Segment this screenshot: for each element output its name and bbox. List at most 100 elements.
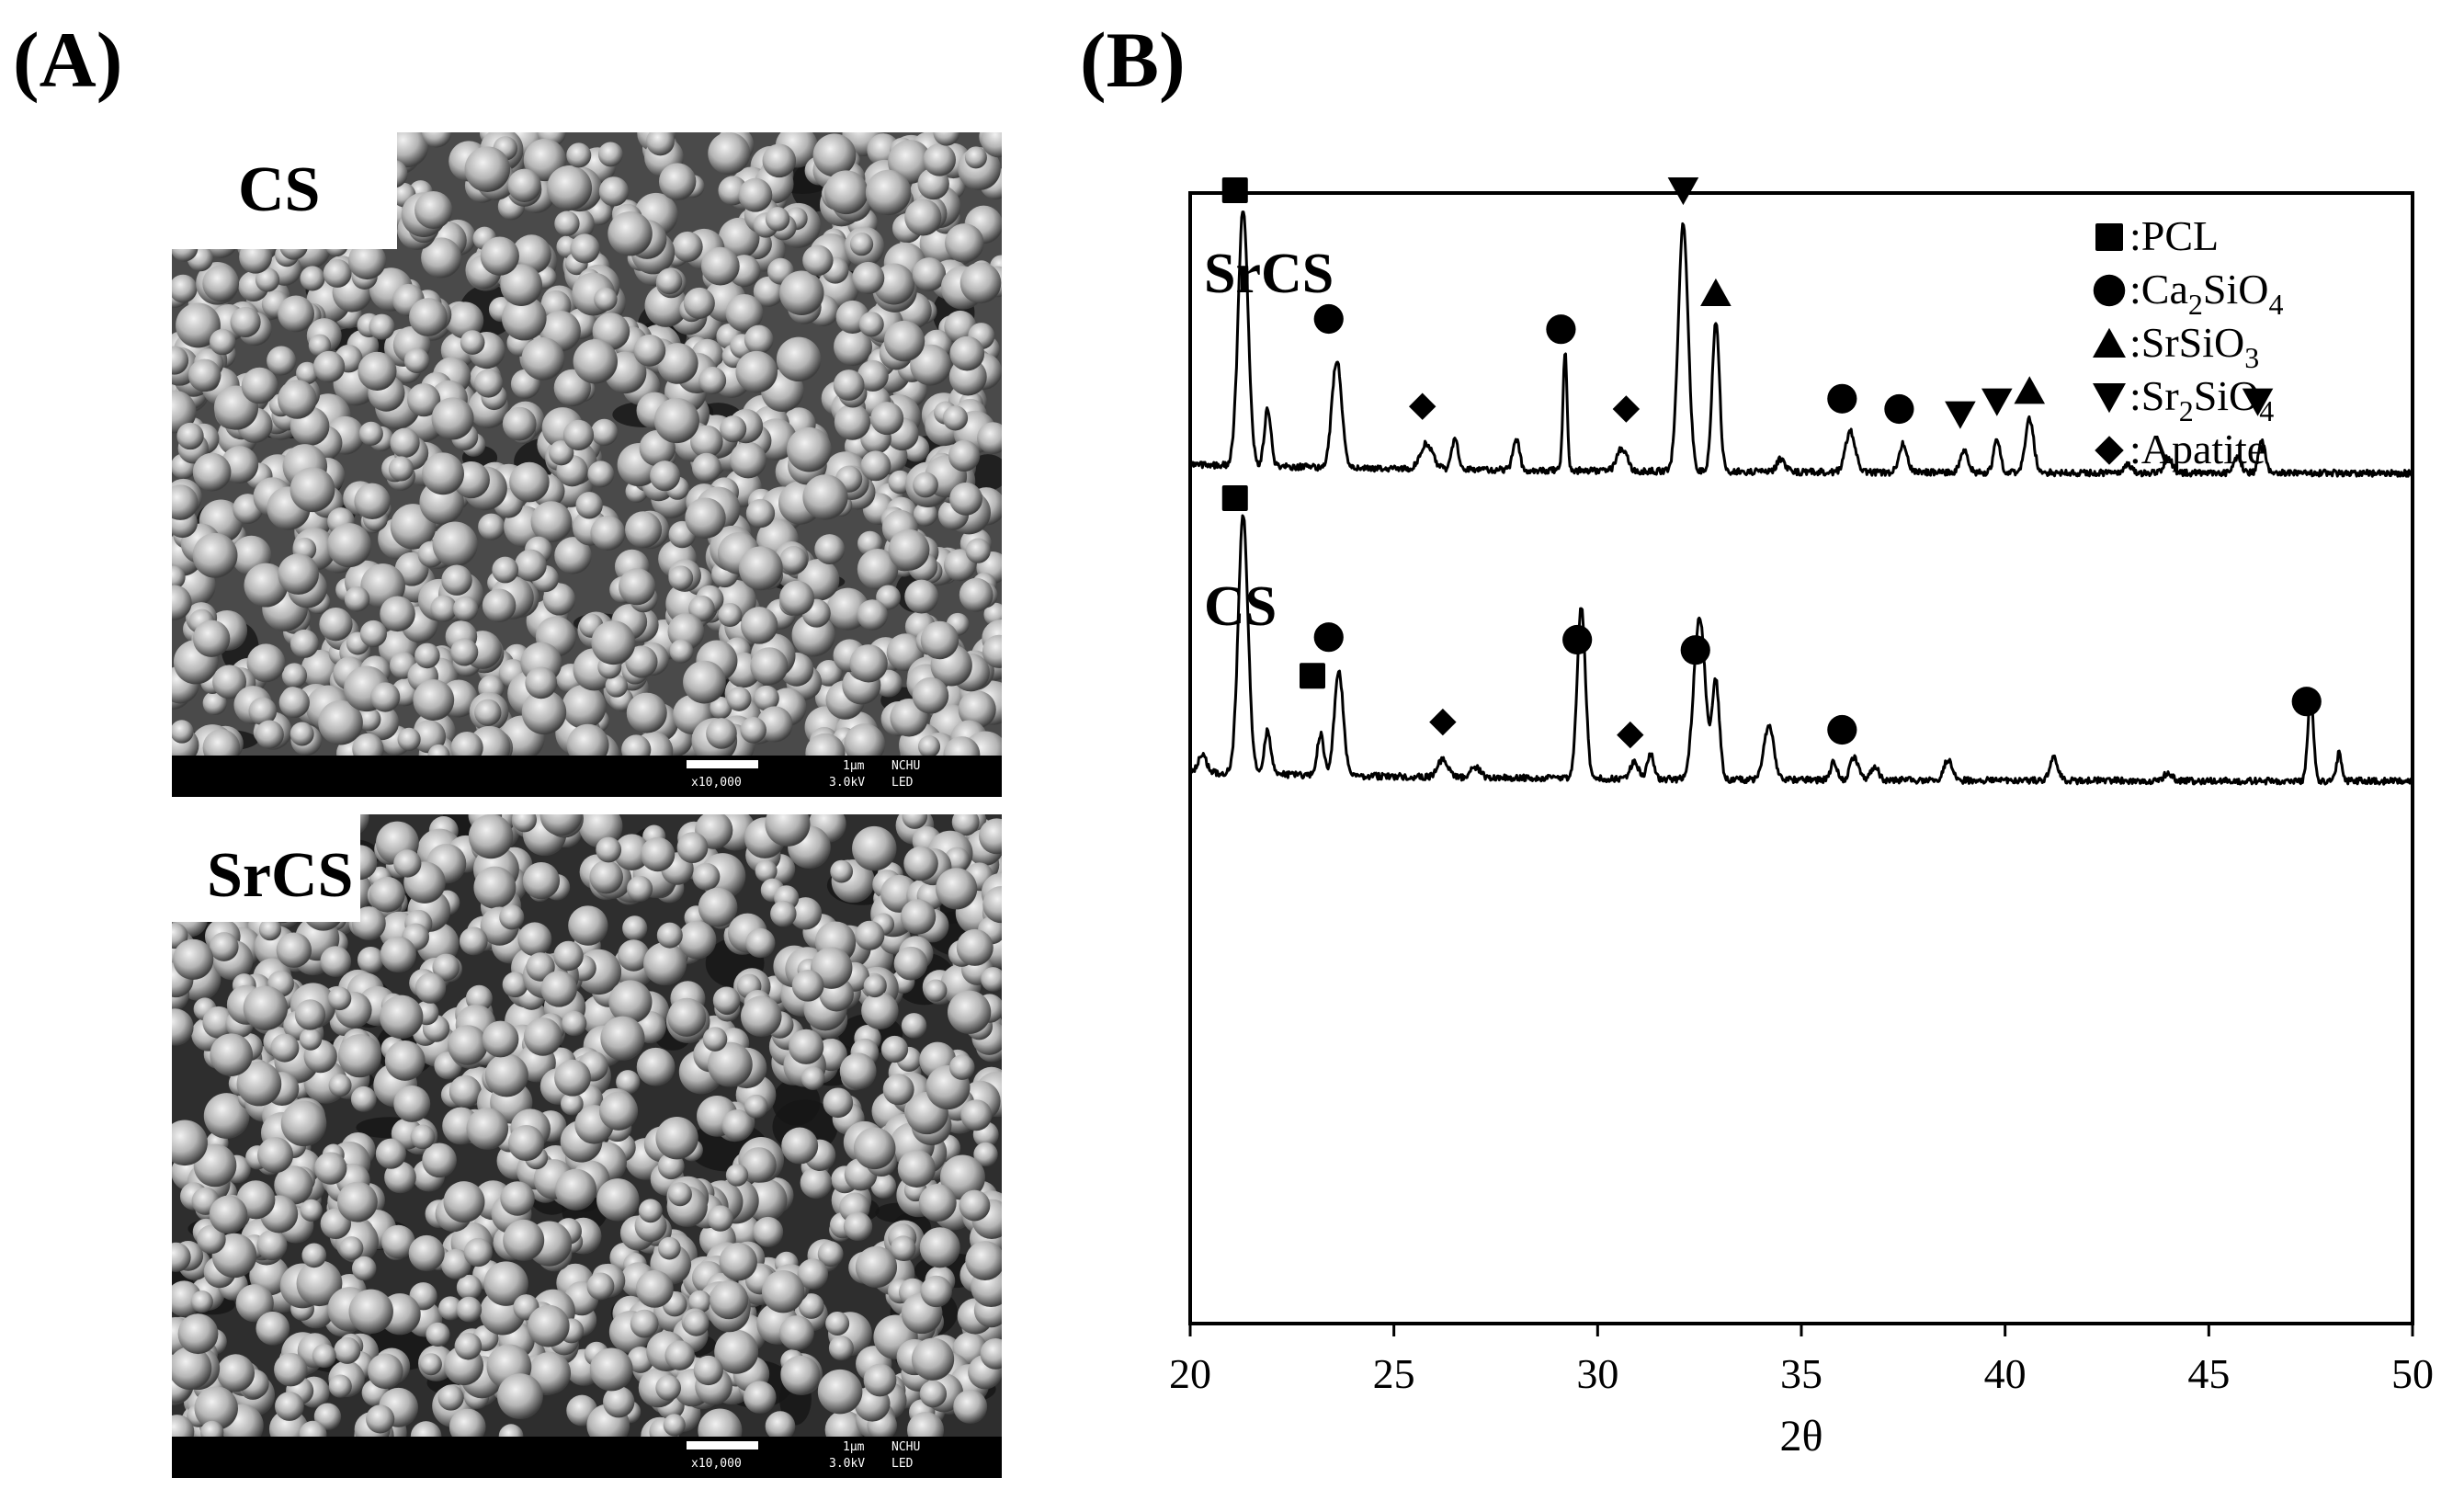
sem-grain — [861, 992, 899, 1029]
sem-grain — [459, 927, 488, 956]
sem-grain — [591, 620, 636, 665]
sem-grain — [357, 707, 381, 732]
sem-grain — [852, 825, 897, 871]
sem-grain — [718, 602, 743, 628]
sem-grain — [880, 1035, 909, 1063]
sem-grain — [912, 257, 947, 291]
sem-grain — [738, 177, 773, 212]
sem-grain — [823, 170, 869, 215]
sem-tag-cs: CS — [172, 132, 397, 249]
sem-grain — [255, 267, 280, 292]
sem-grain — [278, 553, 320, 595]
sem-grain — [657, 1153, 685, 1180]
sem-grain — [607, 210, 653, 256]
sem-grain — [857, 549, 899, 590]
sem-grain — [619, 568, 656, 606]
sem-grain — [203, 1093, 250, 1139]
sem-grain — [596, 836, 622, 863]
sem-grain — [925, 979, 948, 1002]
scale-length: 1μm — [843, 1440, 865, 1454]
sem-grain — [698, 366, 727, 394]
series-line-cs — [1188, 514, 2413, 786]
sem-grain — [473, 866, 517, 909]
sem-grain — [608, 980, 653, 1024]
sem-grain — [683, 1310, 710, 1336]
sem-grain — [236, 1061, 282, 1107]
sem-grain — [882, 1074, 914, 1106]
sem-grain — [255, 1311, 290, 1346]
sem-grain — [904, 579, 939, 614]
sem-grain — [172, 565, 186, 590]
sem-grain — [852, 261, 885, 294]
sem-grain — [192, 532, 238, 578]
sem-grain — [258, 918, 282, 941]
sem-grain — [721, 1109, 754, 1142]
sem-grain — [456, 1274, 483, 1301]
sem-grain — [547, 165, 593, 211]
series-label-cs: CS — [1204, 575, 1277, 638]
sem-grain — [540, 971, 577, 1007]
sem-grain — [640, 836, 676, 872]
sem-grain — [741, 1147, 777, 1183]
sem-grain — [172, 1008, 194, 1046]
sem-grain — [942, 405, 969, 431]
sem-grain — [979, 818, 1002, 855]
sem-grain — [776, 336, 822, 382]
sem-grain — [562, 1010, 587, 1037]
sem-grain — [257, 1137, 294, 1174]
sem-grain — [779, 270, 824, 315]
sem-grain — [780, 1355, 821, 1395]
sem-grain — [177, 1313, 219, 1355]
sem-grain — [280, 1100, 327, 1147]
sem-grain — [426, 1322, 450, 1347]
sem-grain — [542, 583, 576, 616]
sem-grain — [945, 223, 984, 263]
sem-grain — [779, 580, 815, 616]
sem-grain — [194, 1386, 238, 1430]
sem-grain — [719, 1243, 757, 1281]
sem-grain — [779, 546, 808, 574]
peak-marker-circle — [2291, 687, 2322, 717]
sem-grain — [464, 146, 511, 192]
sem-grain — [367, 1353, 403, 1390]
sem-grain — [369, 876, 405, 913]
sem-grain — [688, 595, 715, 622]
sem-grain — [740, 607, 778, 644]
sem-grain — [525, 666, 558, 699]
sem-grain — [726, 687, 752, 711]
sem-grain — [326, 523, 371, 568]
sem-grain — [172, 720, 194, 744]
xrd-chart: 20 25 30 35 40 45 50 2θ SrCS CS:PCL:Ca2SiO4:SrSiO… — [1169, 177, 2434, 1461]
sem-grain — [676, 832, 709, 864]
sem-grain — [981, 967, 1002, 992]
sem-grain — [334, 1336, 361, 1364]
sem-grain — [919, 1227, 960, 1268]
sem-grain — [692, 862, 721, 891]
x-tick-label: 25 — [1373, 1350, 1415, 1397]
sem-grain — [755, 859, 778, 882]
sem-grain — [635, 1269, 674, 1308]
peak-marker-diamond — [1617, 721, 1644, 749]
sem-grain — [217, 1354, 255, 1393]
sem-grain — [549, 440, 574, 466]
sem-grain — [523, 1017, 562, 1056]
peak-marker-diamond — [1429, 708, 1457, 736]
peak-marker-triangle-down — [1981, 388, 2013, 416]
sem-grain — [276, 932, 312, 968]
sem-grain — [501, 295, 547, 341]
sem-grain — [413, 679, 455, 721]
sem-grain — [482, 588, 517, 622]
sem-grain — [919, 1380, 948, 1408]
sem-grain — [192, 620, 231, 657]
sem-grain — [664, 1340, 695, 1370]
sem-grain — [502, 972, 528, 998]
sem-grain — [296, 361, 319, 385]
sem-grain — [787, 426, 832, 472]
sem-grain — [357, 946, 384, 973]
sem-grain — [521, 336, 565, 381]
detector: LED — [891, 776, 914, 790]
sem-grain — [351, 1256, 377, 1281]
sem-grain — [965, 538, 991, 563]
sem-grain — [685, 497, 726, 539]
sem-grain — [911, 1337, 955, 1381]
